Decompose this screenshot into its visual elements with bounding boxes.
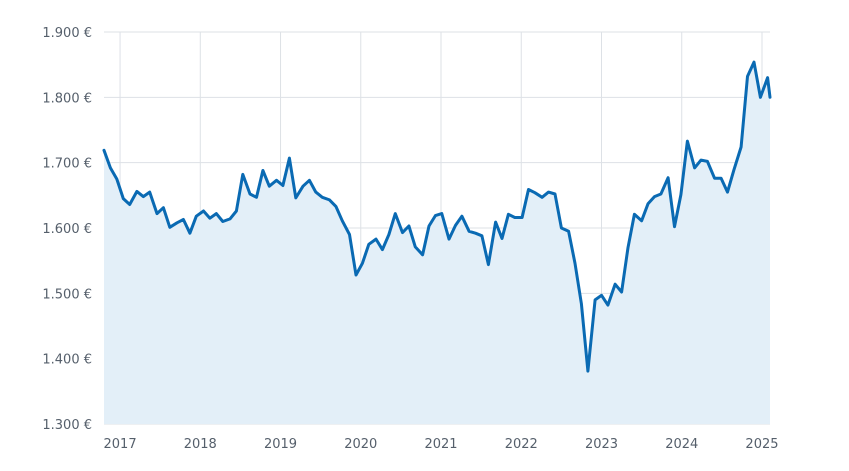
y-tick-label: 1.600 €: [42, 222, 92, 237]
y-axis-tick-labels: 1.300 € 1.400 € 1.500 € 1.600 € 1.700 € 1.800…: [42, 26, 92, 433]
series-area: [104, 62, 770, 424]
x-tick-label: 2019: [264, 437, 297, 452]
x-tick-label: 2025: [745, 437, 778, 452]
y-tick-label: 1.700 €: [42, 157, 92, 172]
x-tick-label: 2022: [505, 437, 538, 452]
y-tick-label: 1.900 €: [42, 26, 92, 41]
x-axis-tick-labels: 2017 2018 2019 2020 2021 2022 2023 2024 2025: [104, 437, 779, 452]
series-line: [102, 60, 772, 373]
x-tick-label: 2023: [585, 437, 618, 452]
x-tick-label: 2020: [344, 437, 377, 452]
x-tick-label: 2024: [665, 437, 698, 452]
y-tick-label: 1.800 €: [42, 91, 92, 106]
x-tick-label: 2021: [424, 437, 457, 452]
y-tick-label: 1.300 €: [42, 418, 92, 433]
y-tick-label: 1.500 €: [42, 287, 92, 302]
x-tick-label: 2017: [104, 437, 137, 452]
y-tick-label: 1.400 €: [42, 353, 92, 368]
x-tick-label: 2018: [184, 437, 217, 452]
